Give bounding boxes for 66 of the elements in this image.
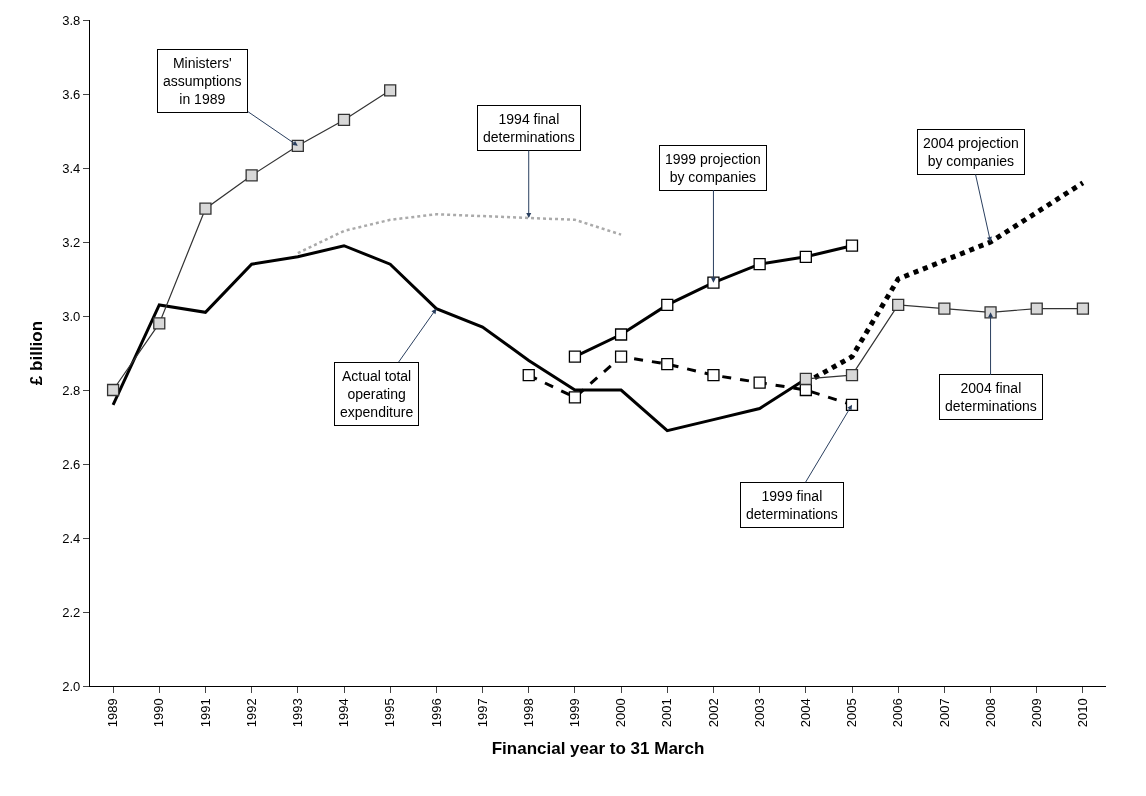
annotation: 2004 projection by companies	[923, 135, 1019, 170]
annotation: 1999 projection by companies	[665, 151, 761, 186]
x-axis-title: Financial year to 31 March	[491, 738, 705, 758]
x-tick-label: 2000	[613, 698, 629, 728]
annotation: 1999 final determinations	[746, 488, 838, 523]
x-tick-label: 2002	[705, 698, 721, 728]
annotation: Actual total operating expenditure	[340, 368, 414, 421]
point	[1030, 302, 1043, 315]
x-tick-label: 1992	[243, 698, 259, 728]
y-axis-title: £ billion	[26, 320, 46, 386]
x-tick-label: 2007	[936, 698, 952, 728]
y-tick-label: 3.8	[62, 12, 81, 28]
x-tick-label: 2003	[751, 698, 767, 728]
point	[892, 298, 905, 312]
point	[799, 372, 812, 386]
x-tick-label: 2006	[890, 698, 906, 728]
point	[938, 302, 951, 315]
point	[568, 391, 582, 404]
point	[614, 328, 628, 341]
annotation: 2004 final determinations	[945, 380, 1037, 415]
point	[753, 376, 766, 389]
point	[753, 258, 766, 271]
y-tick-label: 2.2	[62, 604, 81, 620]
point	[199, 202, 212, 215]
x-tick-label: 1990	[151, 698, 167, 728]
x-tick-label: 1989	[105, 698, 121, 728]
y-tick-label: 2.4	[62, 530, 81, 546]
point	[568, 350, 582, 363]
x-tick-label: 1997	[474, 698, 490, 728]
y-tick-label: 3.6	[62, 86, 81, 102]
x-tick-label: 1999	[567, 698, 583, 728]
y-tick-label: 3.2	[62, 234, 81, 250]
point	[707, 369, 720, 382]
x-tick-label: 2009	[1028, 698, 1044, 728]
point	[1076, 302, 1090, 315]
point	[799, 250, 812, 263]
x-tick-label: 1998	[520, 698, 536, 728]
point	[661, 298, 674, 312]
x-tick-label: 1995	[382, 698, 398, 728]
point	[153, 317, 166, 330]
point	[845, 239, 859, 252]
point	[106, 383, 120, 397]
point	[661, 357, 674, 371]
point	[337, 113, 351, 127]
x-tick-label: 1996	[428, 698, 444, 728]
point	[614, 350, 628, 363]
point	[522, 369, 535, 382]
y-tick-label: 2.0	[62, 678, 81, 694]
y-tick-label: 3.0	[62, 308, 81, 324]
line-series	[296, 212, 623, 255]
x-tick-label: 2010	[1075, 698, 1091, 728]
x-tick-label: 1993	[290, 698, 306, 728]
y-tick-label: 2.6	[62, 456, 81, 472]
x-tick-label: 2004	[798, 698, 814, 728]
y-tick-label: 2.8	[62, 382, 81, 398]
x-tick-label: 2005	[844, 698, 860, 728]
annotation: 1994 final determinations	[483, 111, 575, 146]
point	[245, 169, 258, 182]
annotation: Ministers' assumptions in 1989	[163, 55, 242, 108]
x-tick-label: 2008	[982, 698, 998, 728]
point	[384, 84, 397, 97]
y-tick-label: 3.4	[62, 160, 81, 176]
x-tick-label: 2001	[659, 698, 675, 728]
point	[845, 369, 859, 382]
x-tick-label: 1994	[336, 698, 352, 728]
x-tick-label: 1991	[197, 698, 213, 728]
